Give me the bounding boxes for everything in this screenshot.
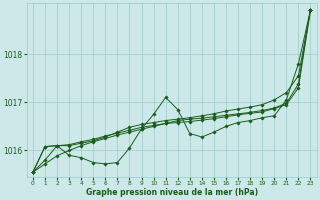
X-axis label: Graphe pression niveau de la mer (hPa): Graphe pression niveau de la mer (hPa) [86,188,258,197]
